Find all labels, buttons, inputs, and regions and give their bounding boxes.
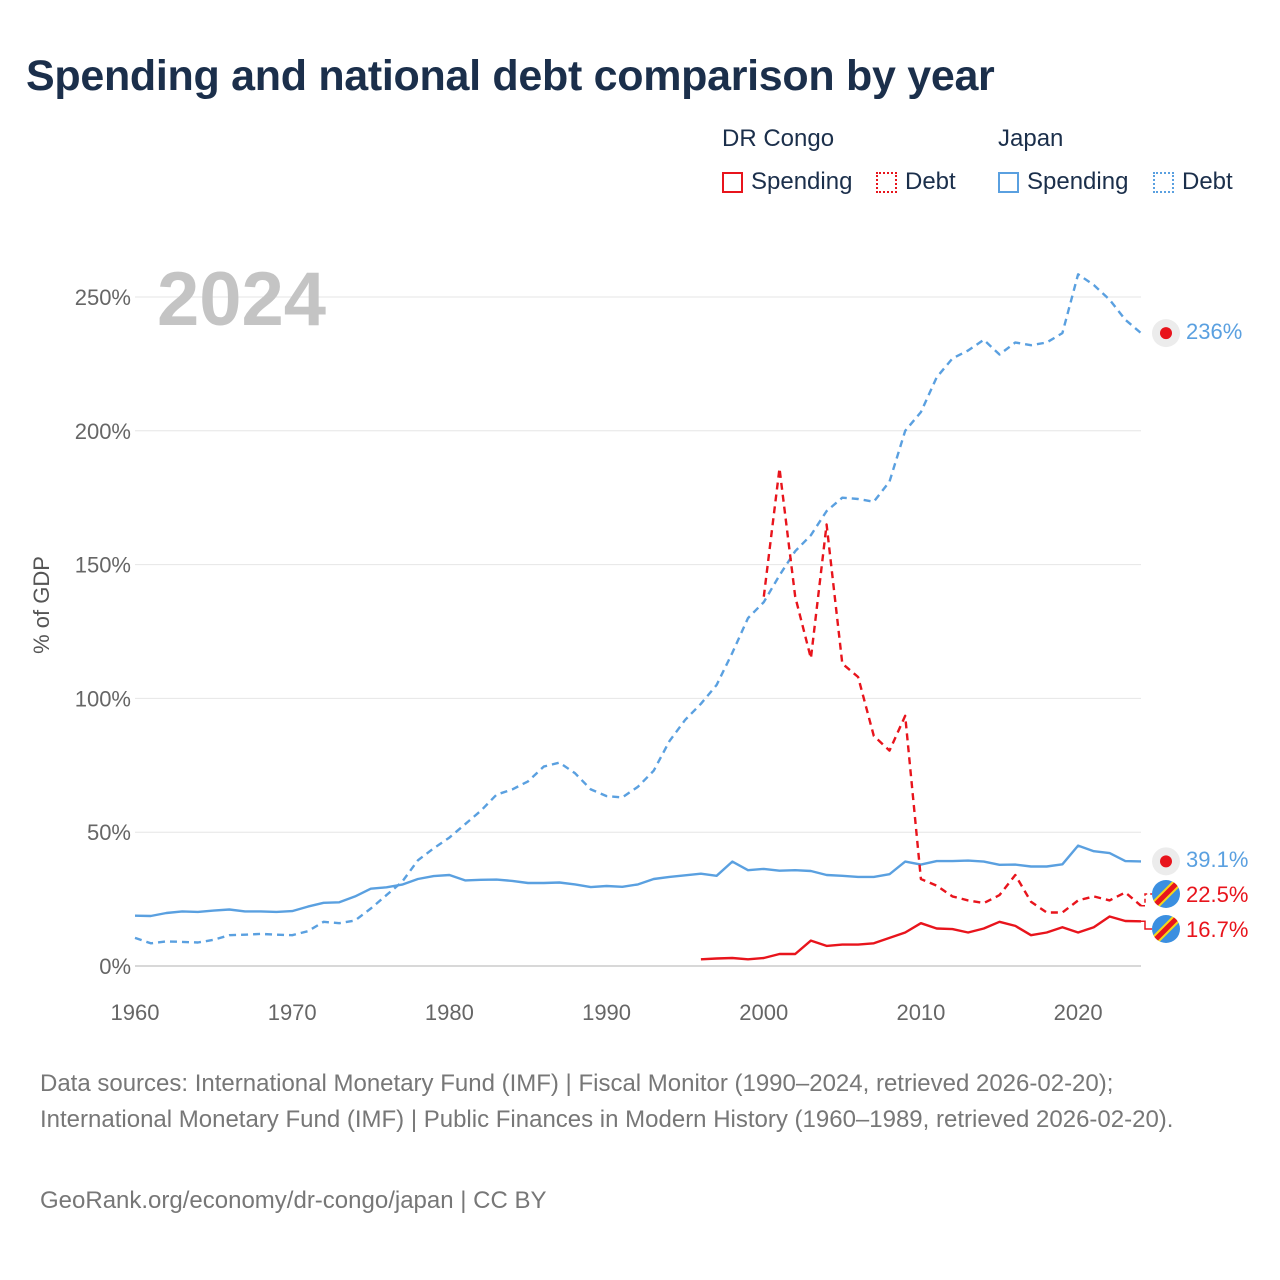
japan-flag-disc [1160, 327, 1172, 340]
legend-item-dr-congo-debt[interactable]: Debt [876, 168, 956, 196]
dr-congo-spending-line[interactable] [700, 915, 1142, 961]
legend-label: Spending [751, 168, 853, 195]
y-tick-label: 250% [75, 285, 131, 310]
x-tick-label: 2010 [896, 1000, 945, 1025]
footer-sources: Data sources: International Monetary Fun… [40, 1070, 1174, 1133]
dr-congo-flag-icon [1152, 880, 1180, 908]
legend-label: Spending [1027, 168, 1129, 195]
series-layer [134, 273, 1142, 961]
footer-credit[interactable]: GeoRank.org/economy/dr-congo/japan | CC … [40, 1187, 547, 1214]
x-axis-ticks: 1960 1970 1980 1990 2000 2010 2020 [111, 1000, 1103, 1025]
x-tick-label: 2000 [739, 1000, 788, 1025]
japan-debt-end-label: 236% [1186, 319, 1242, 344]
dr-congo-debt-connector [1141, 893, 1152, 907]
legend-item-japan-debt[interactable]: Debt [1153, 168, 1233, 196]
dr-congo-spending-end-label: 16.7% [1186, 917, 1248, 942]
dr-congo-flag-icon [1152, 915, 1180, 943]
legend-label: Debt [1182, 168, 1233, 195]
japan-spending-end-label: 39.1% [1186, 847, 1248, 872]
japan-spending-line[interactable] [134, 844, 1142, 918]
y-tick-label: 200% [75, 419, 131, 444]
dotted-line-swatch-icon [1153, 171, 1174, 193]
x-tick-label: 1980 [425, 1000, 474, 1025]
chart-title: Spending and national debt comparison by… [26, 52, 995, 100]
y-tick-label: 100% [75, 686, 131, 711]
japan-debt-line[interactable] [134, 273, 1142, 945]
y-tick-label: 0% [99, 954, 131, 979]
legend-label: Debt [905, 168, 956, 195]
legend-group-japan: Japan [998, 125, 1064, 152]
legend-item-dr-congo-spending[interactable]: Spending [722, 168, 852, 196]
solid-line-swatch-icon [998, 171, 1019, 193]
x-tick-label: 1990 [582, 1000, 631, 1025]
dr-congo-debt-end-label: 22.5% [1186, 882, 1248, 907]
japan-flag-disc [1160, 855, 1172, 868]
y-tick-label: 150% [75, 553, 131, 578]
legend-item-japan-spending[interactable]: Spending [998, 168, 1128, 196]
gridlines [135, 296, 1141, 967]
end-markers: 236% 39.1% 22.5% 16.7% [1141, 319, 1248, 943]
y-axis-ticks: 0% 50% 100% 150% 200% 250% [75, 285, 131, 979]
y-tick-label: 50% [87, 820, 131, 845]
dotted-line-swatch-icon [876, 171, 897, 193]
y-axis-label: % of GDP [29, 556, 54, 654]
legend-group-dr-congo: DR Congo [722, 125, 835, 152]
solid-line-swatch-icon [722, 171, 743, 193]
year-label: 2024 [157, 257, 326, 342]
x-tick-label: 2020 [1054, 1000, 1103, 1025]
dr-congo-debt-line[interactable] [762, 467, 1142, 914]
dr-congo-spending-connector [1141, 920, 1152, 930]
x-tick-label: 1960 [111, 1000, 160, 1025]
x-tick-label: 1970 [268, 1000, 317, 1025]
line-chart: 2024 0%50%100%150%200%250% 1960 1970 1980 1… [29, 257, 1248, 1025]
